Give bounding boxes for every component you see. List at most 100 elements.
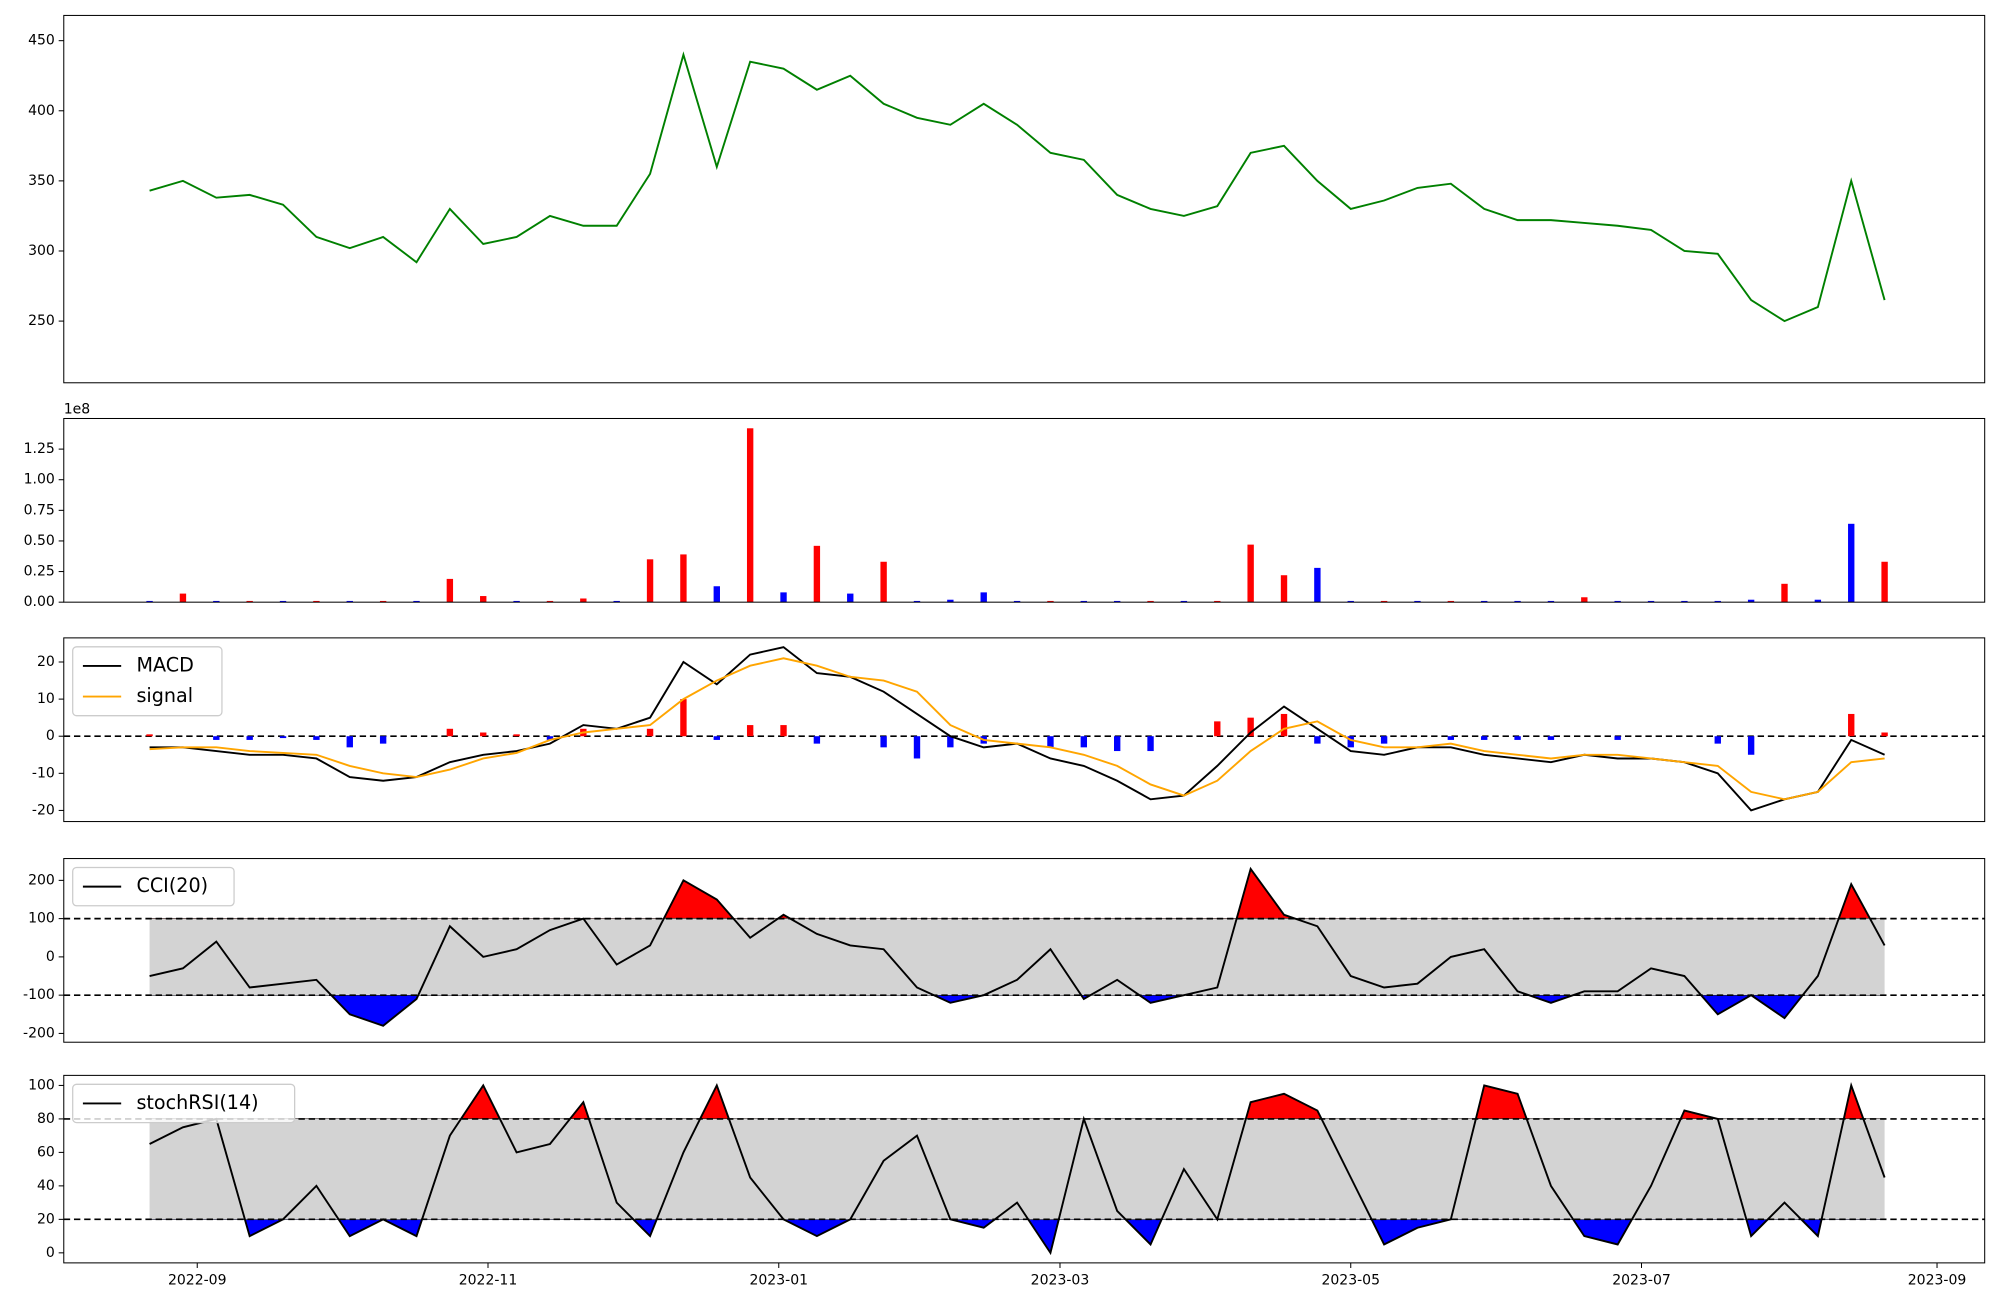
volume-bar <box>1747 599 1755 603</box>
volume-bar <box>1814 599 1822 603</box>
overbought-fill <box>149 1083 1886 1119</box>
volume-bar <box>179 593 187 603</box>
y-tick-label: 350 <box>28 173 55 189</box>
volume-bar <box>713 586 720 603</box>
volume-bar <box>1047 600 1054 603</box>
y-tick-label: 0.75 <box>24 502 55 518</box>
indicator-line <box>149 646 1885 812</box>
y-tick-label: -20 <box>32 802 55 818</box>
price-line <box>149 51 1886 323</box>
y-tick-label: 10 <box>37 691 55 707</box>
x-tick-label: 2023-03 <box>1031 1273 1090 1289</box>
volume-bar <box>1647 600 1655 603</box>
volume-bar <box>313 600 320 603</box>
histogram-bar <box>1113 736 1121 752</box>
panel: -200 -100 0 100 200 CCI(20) <box>23 858 1986 1043</box>
legend-box <box>72 1083 296 1124</box>
y-tick-label: 20 <box>37 1211 55 1227</box>
x-tick-label: 2023-07 <box>1612 1273 1671 1289</box>
volume-bar <box>1714 600 1721 603</box>
x-tick-label: 2023-09 <box>1908 1273 1967 1289</box>
y-tick-label: 300 <box>28 243 55 259</box>
histogram-bar <box>1881 732 1888 737</box>
volume-bar <box>1447 600 1455 603</box>
histogram-bar <box>1614 736 1621 740</box>
volume-bar <box>1547 600 1555 603</box>
y-tick-label: 200 <box>28 872 55 888</box>
volume-bar <box>1347 600 1354 603</box>
histogram-bar <box>780 725 787 737</box>
histogram-bar <box>313 736 320 740</box>
volume-bar <box>446 578 454 603</box>
volume-bar <box>1180 600 1188 603</box>
volume-bar <box>546 600 554 603</box>
y-tick-label: -10 <box>32 765 55 781</box>
y-tick-label: 1.25 <box>24 441 55 457</box>
histogram-bar <box>1047 736 1054 748</box>
volume-bar <box>1514 600 1521 603</box>
volume-bar <box>1280 575 1288 603</box>
x-tick-label: 2023-05 <box>1321 1273 1380 1289</box>
volume-bar <box>847 593 854 603</box>
volume-bar <box>1314 567 1321 603</box>
y-tick-label: 250 <box>28 313 55 329</box>
histogram-bar <box>1280 713 1288 737</box>
volume-bar <box>580 598 587 603</box>
panel: -20 -10 0 10 20 MACD signal <box>32 637 1986 823</box>
y-tick-label: 100 <box>28 911 55 927</box>
y-tick-label: -200 <box>23 1025 55 1041</box>
histogram-bar <box>1247 717 1254 737</box>
histogram-bar <box>1380 736 1388 744</box>
volume-bar <box>1214 600 1221 603</box>
histogram-bar <box>1214 721 1221 737</box>
volume-bar <box>1080 600 1088 603</box>
volume-bar <box>913 600 921 603</box>
histogram-bar <box>746 725 754 737</box>
histogram-bar <box>813 736 821 744</box>
histogram-bar <box>1447 736 1455 740</box>
y-tick-label: 0 <box>46 728 55 744</box>
histogram-bar <box>379 736 387 744</box>
indicator-line <box>149 866 1886 1027</box>
y-tick-label: 20 <box>37 654 55 670</box>
histogram-bar <box>1714 736 1721 744</box>
y-tick-label: 1.00 <box>24 472 55 488</box>
indicator-line <box>149 657 1885 801</box>
histogram-bar <box>680 699 687 737</box>
legend-label: MACD <box>136 653 193 676</box>
histogram-bar <box>1080 736 1088 748</box>
y-tick-label: 0.25 <box>24 564 55 580</box>
volume-bar <box>880 561 887 603</box>
volume-bar <box>480 596 487 603</box>
histogram-bar <box>513 734 520 737</box>
histogram-bar <box>1547 736 1555 740</box>
oversold-fill <box>149 995 1886 1027</box>
y-tick-label: 60 <box>37 1144 55 1160</box>
volume-bar <box>680 554 687 603</box>
y-tick-label: 450 <box>28 33 55 49</box>
histogram-bar <box>1848 713 1855 737</box>
histogram-bar <box>913 736 921 759</box>
histogram-bar <box>713 736 720 740</box>
histogram-bar <box>646 728 654 737</box>
legend-label: CCI(20) <box>136 874 208 897</box>
volume-bar <box>813 545 821 603</box>
x-tick-label: 2023-01 <box>749 1273 808 1289</box>
legend-label: signal <box>136 684 193 707</box>
histogram-bar <box>880 736 887 748</box>
histogram-bar <box>279 736 287 739</box>
panel: 250 300 350 400 450 <box>28 14 1986 384</box>
volume-bar <box>746 428 754 603</box>
volume-bar <box>646 559 654 603</box>
legend-label: stochRSI(14) <box>136 1091 258 1114</box>
volume-bar <box>1781 583 1788 603</box>
panel: 0.00 0.25 0.50 0.75 1.00 1.25 1e8 <box>24 402 1986 610</box>
histogram-bar <box>446 728 454 737</box>
histogram-bar <box>480 732 487 737</box>
volume-bar <box>1881 561 1888 603</box>
offset-label: 1e8 <box>64 402 90 418</box>
histogram-bar <box>246 736 253 740</box>
volume-bar <box>1614 600 1621 603</box>
y-tick-label: -100 <box>23 987 55 1003</box>
